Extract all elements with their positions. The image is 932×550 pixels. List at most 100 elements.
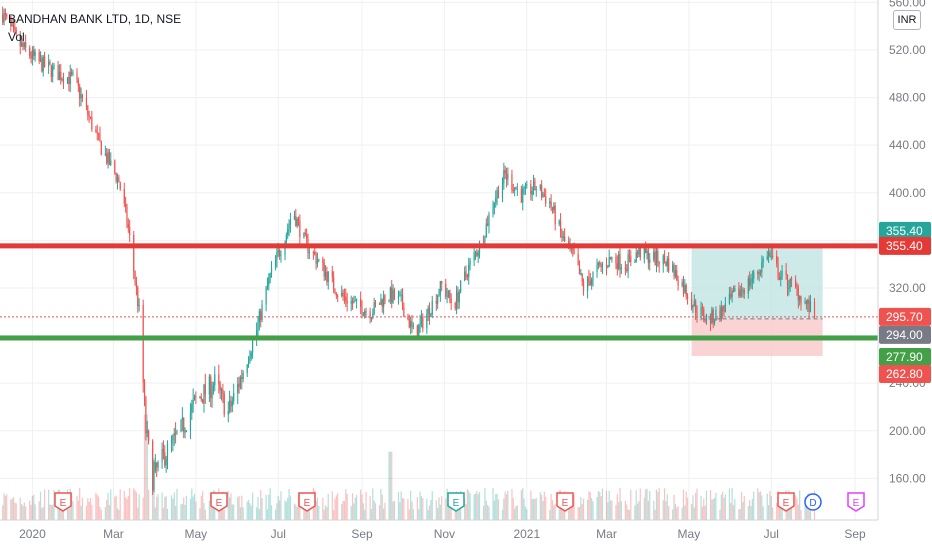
volume-bar (580, 496, 582, 520)
candle-body (596, 265, 598, 273)
volume-bar (293, 503, 296, 520)
volume-bar (778, 505, 781, 520)
volume-bar (653, 500, 655, 520)
candle-body (692, 306, 694, 309)
candles (2, 6, 816, 495)
volume-bar (403, 498, 405, 520)
candle-body (719, 309, 721, 320)
candle-body (460, 280, 462, 293)
candle-body (10, 16, 12, 26)
volume-bar (438, 497, 440, 520)
volume-bar (195, 501, 197, 520)
candle-body (166, 443, 169, 459)
candle-body (781, 270, 783, 277)
candle-body (173, 432, 175, 436)
candle-body (626, 269, 628, 271)
y-tick-label: 320.00 (889, 281, 926, 295)
candle-body (15, 29, 17, 34)
volume-bar (615, 504, 617, 520)
volume-indicator-label[interactable]: Vol (8, 30, 25, 44)
volume-bar (639, 488, 641, 520)
volume-bar (705, 490, 708, 520)
volume-bar (628, 510, 631, 520)
volume-bar (135, 492, 138, 520)
volume-bar (609, 500, 612, 520)
candle-body (713, 320, 716, 323)
volume-bar (711, 499, 713, 520)
volume-bar (804, 497, 806, 520)
candle-body (285, 234, 287, 244)
volume-bar (592, 501, 594, 520)
volume-bar (419, 491, 421, 520)
candle-body (761, 262, 763, 273)
candle-body (786, 274, 789, 289)
candle-body (488, 213, 490, 226)
volume-bar (30, 504, 32, 520)
candle-body (241, 377, 243, 380)
candle-body (30, 55, 32, 59)
candle-body (564, 236, 566, 242)
candle-body (403, 307, 405, 317)
candle-body (81, 94, 84, 98)
volume-bar (164, 497, 166, 520)
volume-bar (127, 495, 129, 520)
x-axis: 2020 Mar May Jul Sep Nov 2021 Mar May Jul Sep (0, 519, 932, 550)
volume-bar (239, 507, 242, 520)
earnings-marker (556, 492, 574, 512)
volume-bar (570, 501, 572, 520)
volume-bar (10, 499, 12, 520)
candle-body (497, 189, 500, 199)
candle-body (700, 307, 702, 315)
candle-body (364, 311, 366, 316)
volume-bar (466, 489, 468, 520)
y-tick-label: 440.00 (889, 138, 926, 152)
candle-body (19, 33, 21, 47)
candle-body (728, 294, 731, 304)
symbol-title[interactable]: BANDHAN BANK LTD, 1D, NSE (8, 12, 182, 26)
candle-body (246, 364, 248, 374)
candle-body (751, 278, 753, 283)
currency-badge[interactable]: INR (893, 10, 921, 30)
volume-bar (493, 500, 495, 520)
volume-bar (645, 489, 647, 520)
candle-body (418, 325, 420, 338)
volume-bar (362, 503, 364, 520)
volume-bar (649, 491, 651, 520)
candle-body (334, 289, 336, 294)
candle-body (318, 259, 320, 261)
candle-body (693, 300, 695, 307)
candle-body (96, 132, 98, 134)
candle-body (127, 224, 129, 228)
candle-body (114, 160, 116, 174)
candle-body (381, 299, 383, 307)
volume-bar (306, 509, 308, 520)
candle-body (740, 289, 743, 291)
volume-bar (511, 489, 513, 520)
volume-bar (542, 501, 544, 520)
candle-body (327, 271, 329, 283)
volume-bar (137, 507, 139, 520)
candle-body (445, 283, 447, 297)
candle-body (599, 262, 601, 265)
volume-bar (43, 489, 46, 520)
volume-bar (118, 509, 120, 520)
volume-bar (495, 494, 497, 520)
candle-body (195, 396, 197, 398)
candle-body (251, 340, 254, 353)
candle-body (87, 106, 89, 116)
volume-bar (668, 506, 670, 520)
candle-body (22, 42, 24, 47)
candle-body (268, 277, 270, 286)
candle-body (238, 383, 240, 387)
candle-body (323, 262, 325, 277)
candle-body (53, 65, 55, 67)
volume-bar (42, 506, 44, 520)
volume-bar (426, 498, 428, 520)
volume-bar (88, 501, 90, 520)
candle-body (416, 325, 418, 338)
candle-body (384, 295, 386, 302)
volume-bar (4, 495, 7, 520)
volume-bar (476, 491, 478, 520)
candle-body (222, 389, 224, 394)
